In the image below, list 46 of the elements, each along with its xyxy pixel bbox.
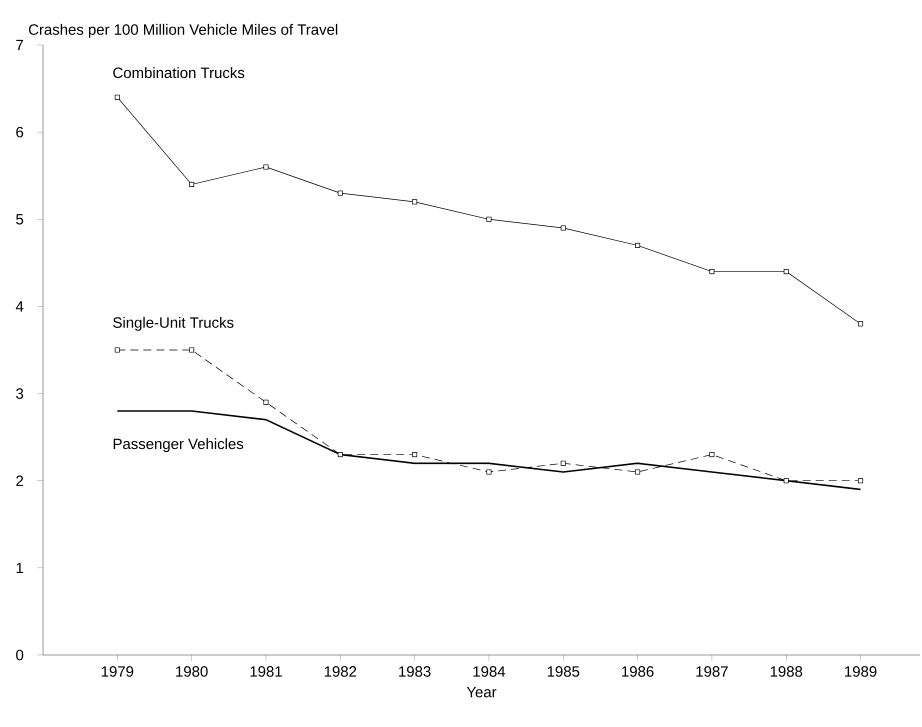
point xyxy=(858,478,864,484)
point xyxy=(338,452,343,458)
y-tick-label: 2 xyxy=(16,475,24,486)
y-tick-label: 5 xyxy=(16,214,24,224)
point xyxy=(784,478,789,484)
point xyxy=(263,400,269,405)
x-tick-label: 1982 xyxy=(324,666,356,677)
x-tick-label: 1988 xyxy=(770,666,802,677)
x-tick-label: 1981 xyxy=(250,666,282,677)
y-tick-label: 7 xyxy=(16,40,24,50)
point xyxy=(189,347,194,353)
point xyxy=(784,269,789,274)
point xyxy=(263,164,269,170)
y-axis-title: Crashes per 100 Million Vehicle Miles of Travel xyxy=(28,24,338,38)
y-tick-label: 3 xyxy=(16,388,24,399)
x-tick-label: 1986 xyxy=(622,666,654,677)
x-axis-title: Year xyxy=(466,686,496,698)
point xyxy=(114,347,120,353)
point xyxy=(412,199,418,204)
x-tick-label: 1987 xyxy=(696,666,728,677)
point xyxy=(114,94,120,100)
y-tick-label: 6 xyxy=(16,126,24,138)
x-tick-label: 1980 xyxy=(176,666,208,677)
point xyxy=(412,452,418,458)
point xyxy=(338,190,343,196)
point xyxy=(560,460,566,466)
x-tick-label: 1985 xyxy=(548,666,580,677)
point xyxy=(635,242,640,248)
x-tick-label: 1983 xyxy=(399,666,431,677)
series-label: Single-Unit Trucks xyxy=(113,316,234,331)
point xyxy=(486,216,492,222)
point xyxy=(560,225,566,231)
series-label: Passenger Vehicles xyxy=(114,438,244,452)
point xyxy=(858,321,864,326)
point xyxy=(709,269,714,274)
y-tick-label: 4 xyxy=(16,301,24,312)
x-tick-label: 1989 xyxy=(845,666,876,677)
point xyxy=(189,182,194,187)
series-label: Combination Trucks xyxy=(113,67,244,78)
x-tick-label: 1984 xyxy=(473,666,506,677)
point xyxy=(486,469,492,475)
point xyxy=(709,452,714,458)
x-tick-label: 1979 xyxy=(102,666,134,677)
y-tick-label: 0 xyxy=(16,650,24,660)
y-tick-label: 1 xyxy=(16,562,24,573)
point xyxy=(635,469,640,475)
